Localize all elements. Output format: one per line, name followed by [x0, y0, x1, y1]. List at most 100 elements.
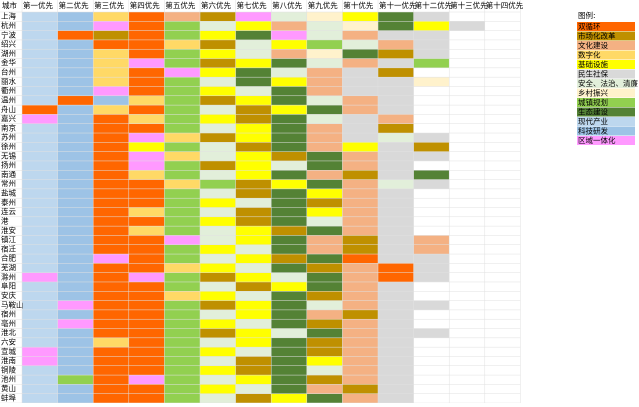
cell	[378, 49, 414, 59]
city-label: 绍兴	[1, 39, 16, 49]
cell	[235, 198, 272, 208]
cell	[22, 198, 58, 208]
column-header: 第十优先	[343, 0, 373, 10]
city-label: 淮北	[1, 327, 16, 337]
city-label: 无锡	[1, 151, 16, 160]
city-label: 嘉兴	[1, 113, 16, 123]
cell	[342, 123, 378, 134]
cell	[57, 188, 94, 199]
cell	[164, 39, 200, 50]
cell	[200, 95, 236, 106]
cell	[93, 30, 129, 40]
cell	[306, 105, 343, 115]
cell	[128, 39, 165, 50]
cell	[22, 30, 58, 40]
cell	[93, 291, 129, 301]
cell	[342, 39, 378, 50]
cell	[57, 179, 94, 189]
legend-swatch	[577, 98, 635, 107]
cell	[164, 281, 200, 292]
cell	[306, 207, 343, 217]
cell	[93, 207, 129, 217]
cell	[93, 226, 129, 236]
cell	[22, 21, 58, 31]
cell	[271, 114, 307, 124]
cell	[164, 123, 200, 134]
cell	[93, 319, 129, 329]
cell	[342, 226, 378, 236]
column-header: 第一优先	[23, 0, 53, 10]
cell	[128, 300, 165, 310]
cell	[200, 235, 236, 245]
cell	[93, 39, 129, 50]
cell	[22, 309, 58, 320]
cell	[164, 67, 200, 78]
cell	[235, 309, 272, 320]
cell	[57, 49, 94, 59]
legend-swatch	[577, 107, 635, 117]
cell	[235, 272, 272, 282]
legend-swatch	[577, 22, 635, 31]
cell	[128, 114, 165, 124]
cell	[235, 263, 272, 273]
cell	[164, 133, 200, 143]
cell	[128, 160, 165, 171]
cell	[57, 133, 94, 143]
cell	[306, 281, 343, 292]
cell	[378, 263, 414, 273]
cell	[342, 207, 378, 217]
cell	[271, 309, 307, 320]
cell	[128, 365, 165, 376]
cell	[271, 39, 307, 50]
city-label: 常州	[1, 179, 16, 188]
cell	[200, 160, 236, 171]
cell	[342, 58, 378, 68]
cell	[413, 77, 450, 87]
cell	[271, 337, 307, 348]
city-label: 宁波	[1, 29, 16, 39]
cell	[306, 393, 343, 403]
cell	[271, 142, 307, 152]
cell	[164, 95, 200, 106]
cell	[271, 263, 307, 273]
cell	[128, 30, 165, 40]
cell	[378, 365, 414, 376]
cell	[22, 207, 58, 217]
column-header: 第九优先	[308, 0, 338, 10]
cell	[271, 179, 307, 189]
cell	[235, 95, 272, 106]
cell	[235, 114, 272, 124]
cell	[235, 12, 272, 22]
city-label: 南京	[1, 122, 16, 132]
cell	[271, 133, 307, 143]
cell	[200, 86, 236, 96]
cell	[235, 170, 272, 180]
cell	[22, 375, 58, 385]
cell	[93, 365, 129, 376]
cell	[306, 188, 343, 199]
cell	[306, 375, 343, 385]
city-label: 扬州	[1, 160, 16, 170]
cell	[200, 105, 236, 115]
cell	[413, 328, 450, 338]
cell	[93, 95, 129, 106]
city-label: 六安	[1, 336, 16, 346]
cell	[342, 179, 378, 189]
cell	[93, 151, 129, 161]
cell	[306, 151, 343, 161]
cell	[200, 309, 236, 320]
cell	[342, 384, 378, 394]
cell	[200, 49, 236, 59]
cell	[128, 309, 165, 320]
cell	[128, 356, 165, 366]
cell	[128, 95, 165, 106]
cell	[93, 337, 129, 348]
cell	[128, 375, 165, 385]
city-label: 台州	[1, 67, 16, 77]
cell	[235, 67, 272, 78]
cell	[57, 337, 94, 348]
cell	[413, 30, 450, 40]
cell	[128, 21, 165, 31]
cell	[271, 21, 307, 31]
cell	[413, 170, 450, 180]
